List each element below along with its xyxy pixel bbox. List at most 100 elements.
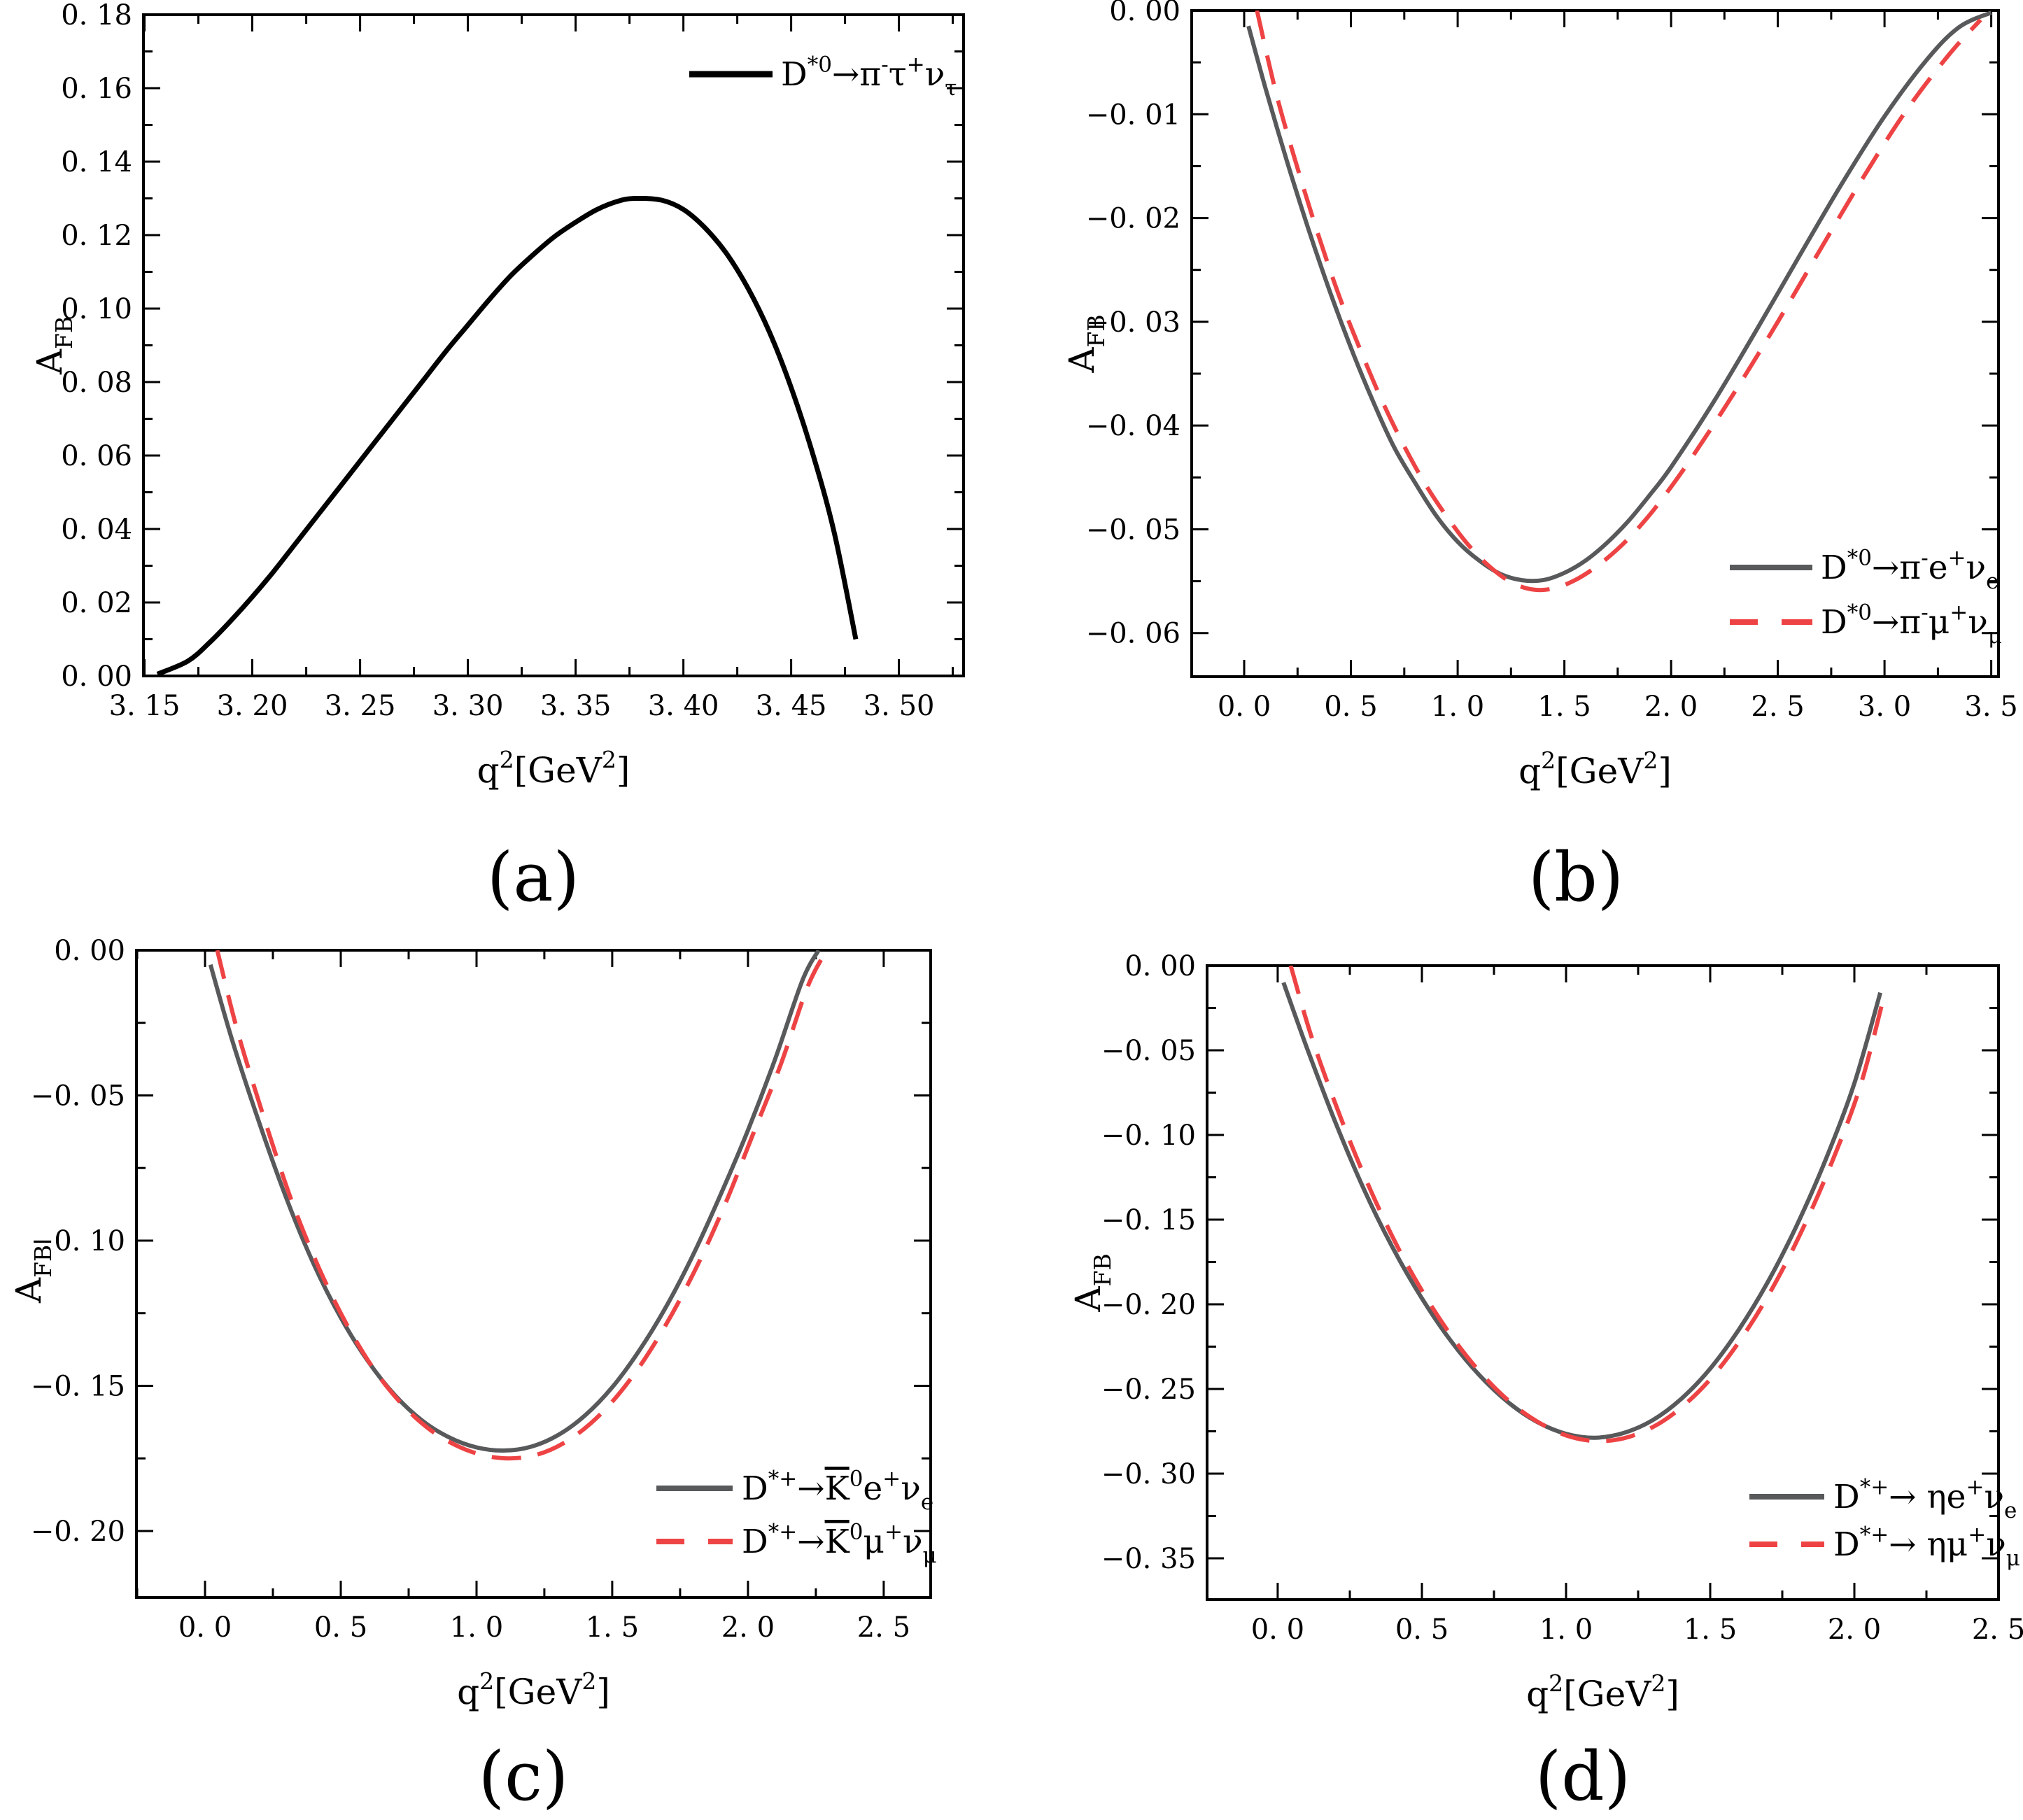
- x-tick-label: 3. 15: [109, 690, 181, 722]
- x-tick-label: 0. 0: [178, 1611, 232, 1644]
- y-tick-label: −0. 25: [1101, 1374, 1196, 1406]
- y-tick-label: −0. 01: [1086, 99, 1180, 131]
- y-tick-label: 0. 00: [1109, 0, 1180, 27]
- x-tick-label: 0. 5: [314, 1611, 367, 1644]
- y-axis-label: AFB: [8, 1245, 57, 1304]
- series-line-solid: [1246, 10, 1992, 584]
- x-axis-label: q2[GeV2]: [1518, 747, 1672, 791]
- x-tick-label: 2. 0: [1828, 1614, 1881, 1646]
- legend: D*0→π-τ+ντ: [689, 52, 957, 101]
- series-line-solid: [208, 950, 821, 1453]
- axis-box: [1190, 9, 2000, 678]
- series-line-dashed: [1255, 10, 1982, 593]
- caption-b: (b): [1528, 838, 1624, 917]
- legend: D*0→π-e+νe D*0→π-μ+νμ: [1730, 545, 2002, 649]
- tick-labels: 0. 0 0. 5 1. 0 1. 5 2. 0 2. 5 3. 0 3. 5 0. 00 −0.…: [1086, 0, 2018, 723]
- x-tick-label: 3. 0: [1858, 691, 1911, 723]
- caption-a: (a): [486, 838, 580, 917]
- plot-area: [1246, 10, 1992, 593]
- y-tick-label: 0. 10: [61, 293, 132, 325]
- series-line-solid: [1281, 982, 1882, 1440]
- x-tick-label: 1. 0: [450, 1611, 503, 1644]
- axis-ticks: [1192, 9, 1999, 677]
- y-tick-label: −0. 05: [31, 1080, 125, 1113]
- axis-box: [135, 949, 932, 1599]
- x-tick-label: 1. 5: [586, 1611, 639, 1644]
- axis-box: [1206, 964, 2000, 1601]
- x-tick-label: 3. 20: [217, 690, 288, 722]
- y-tick-label: −0. 06: [1086, 618, 1180, 650]
- y-tick-label: −0. 10: [1101, 1120, 1196, 1152]
- x-tick-label: 1. 5: [1684, 1614, 1737, 1646]
- x-tick-label: 0. 5: [1324, 691, 1377, 723]
- y-tick-label: −0. 05: [1086, 514, 1180, 546]
- x-axis-label: q2[GeV2]: [477, 746, 630, 791]
- legend-label: D*+→ ηe+νe: [1833, 1474, 2017, 1523]
- axis-ticks: [143, 13, 964, 677]
- y-tick-label: 0. 06: [61, 440, 132, 472]
- tick-labels: 0. 0 0. 5 1. 0 1. 5 2. 0 2. 5 0. 00 −0. 05 −0. 1…: [1101, 950, 2023, 1646]
- series-line-dashed: [1288, 966, 1886, 1444]
- y-tick-label: 0. 04: [61, 514, 132, 546]
- x-tick-label: 2. 0: [721, 1611, 775, 1644]
- x-tick-label: 3. 45: [756, 690, 827, 722]
- x-tick-label: 2. 5: [1972, 1614, 2023, 1646]
- x-tick-label: 0. 5: [1395, 1614, 1448, 1646]
- y-tick-label: 0. 12: [61, 220, 132, 252]
- panel-c: 0. 0 0. 5 1. 0 1. 5 2. 0 2. 5 0. 00 −0. 05 −0. 1…: [8, 935, 937, 1712]
- plot-area: [156, 195, 859, 676]
- caption-c: (c): [478, 1737, 569, 1816]
- x-tick-label: 3. 35: [540, 690, 612, 722]
- y-tick-label: −0. 35: [1101, 1543, 1196, 1575]
- x-tick-label: 3. 40: [648, 690, 719, 722]
- x-tick-label: 2. 5: [857, 1611, 910, 1644]
- axis-ticks: [1207, 964, 2000, 1600]
- series-line-dashed: [215, 950, 829, 1461]
- y-tick-label: 0. 14: [61, 146, 132, 178]
- y-tick-label: −0. 10: [31, 1225, 125, 1257]
- legend: D*+→ ηe+νeD*+→ ημ+νμ: [1749, 1474, 2020, 1571]
- y-tick-label: −0. 04: [1086, 410, 1180, 442]
- panel-d: 0. 0 0. 5 1. 0 1. 5 2. 0 2. 5 0. 00 −0. 05 −0. 1…: [1068, 950, 2023, 1714]
- legend-label: D*0→π-τ+ντ: [781, 52, 957, 101]
- legend-label: D*+→K0μ+νμ: [742, 1519, 937, 1568]
- legend-label: D*+→K0e+νe: [742, 1466, 933, 1515]
- panel-b: 0. 0 0. 5 1. 0 1. 5 2. 0 2. 5 3. 0 3. 5 0. 00 −0.…: [1062, 0, 2018, 791]
- legend-label: D*0→π-μ+νμ: [1821, 600, 2002, 649]
- x-tick-label: 1. 5: [1537, 691, 1591, 723]
- y-tick-label: −0. 15: [1101, 1204, 1196, 1236]
- x-tick-label: 2. 5: [1751, 691, 1804, 723]
- y-tick-label: −0. 30: [1101, 1458, 1196, 1490]
- x-tick-label: 0. 0: [1251, 1614, 1304, 1646]
- legend: D*+→K0e+νeD*+→K0μ+νμ: [656, 1466, 937, 1568]
- y-tick-label: 0. 18: [61, 0, 132, 31]
- tick-labels: 3. 15 3. 20 3. 25 3. 30 3. 35 3. 40 3. 45 3. 50…: [61, 0, 934, 722]
- y-axis-label: AFB: [29, 316, 78, 375]
- y-tick-label: 0. 08: [61, 367, 132, 399]
- x-tick-label: 3. 30: [432, 690, 504, 722]
- x-tick-label: 3. 50: [864, 690, 935, 722]
- y-tick-label: −0. 20: [31, 1516, 125, 1548]
- plot-area: [1281, 966, 1886, 1444]
- x-tick-label: 2. 0: [1644, 691, 1698, 723]
- y-tick-label: 0. 02: [61, 587, 132, 619]
- panel-a: 3. 15 3. 20 3. 25 3. 30 3. 35 3. 40 3. 45 3. 50…: [29, 0, 965, 791]
- x-axis-label: q2[GeV2]: [1526, 1670, 1679, 1714]
- y-tick-label: −0. 03: [1086, 306, 1180, 339]
- x-tick-label: 1. 0: [1539, 1614, 1593, 1646]
- y-tick-label: −0. 05: [1101, 1035, 1196, 1067]
- y-tick-label: −0. 20: [1101, 1289, 1196, 1321]
- plot-area: [208, 950, 829, 1461]
- legend-label: D*+→ ημ+νμ: [1833, 1522, 2020, 1571]
- x-tick-label: 3. 5: [1964, 691, 2017, 723]
- x-tick-label: 1. 0: [1431, 691, 1484, 723]
- x-axis-label: q2[GeV2]: [457, 1667, 610, 1712]
- caption-d: (d): [1535, 1737, 1631, 1816]
- legend-label: D*0→π-e+νe: [1821, 545, 1999, 594]
- y-axis-label: AFB: [1062, 314, 1110, 373]
- y-tick-label: 0. 00: [1125, 950, 1196, 982]
- x-tick-label: 3. 25: [325, 690, 396, 722]
- y-tick-label: −0. 02: [1086, 203, 1180, 235]
- y-tick-label: 0. 00: [54, 935, 125, 967]
